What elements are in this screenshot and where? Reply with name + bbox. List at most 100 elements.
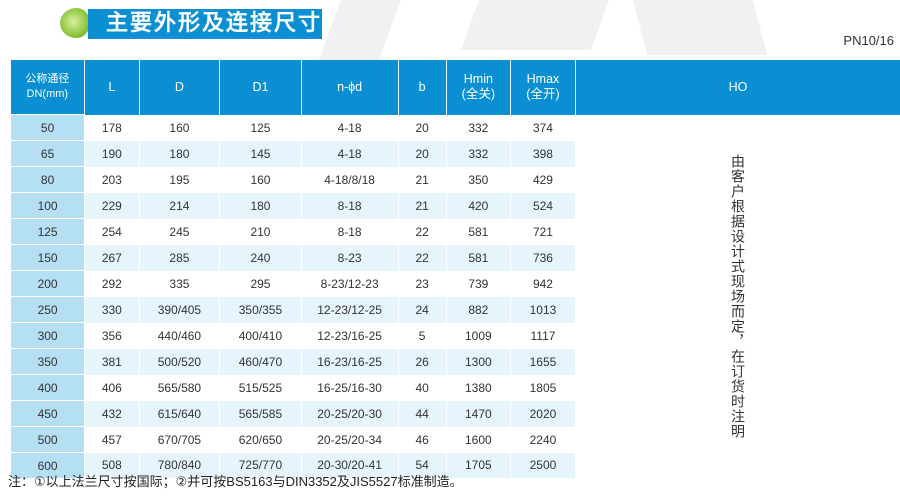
table-row: 150 267 285 240 8-23 22 581 736: [9, 244, 900, 271]
table-row: 600 508 780/840 725/770 20-30/20-41 54 1705 250…: [9, 452, 900, 478]
table-row: 400 406 565/580 515/525 16-25/16-30 40 1380 180…: [9, 374, 900, 401]
table-cell: 581: [445, 244, 511, 271]
table-cell: 46: [397, 426, 447, 453]
table-cell: 245: [138, 218, 220, 245]
watermark: [632, 0, 768, 55]
table-cell: 2240: [510, 426, 576, 453]
table-cell: 581: [445, 218, 511, 245]
table-row: 65 190 180 145 4-18 20 332 398: [9, 140, 900, 167]
table-cell: 145: [219, 140, 302, 167]
table-cell: 432: [84, 400, 140, 427]
table-cell: 12-23/12-25: [300, 296, 399, 323]
table-cell: 160: [138, 114, 220, 141]
table-cell: 285: [138, 244, 220, 271]
table-cell: 267: [84, 244, 140, 271]
table-cell: 725/770: [219, 452, 302, 478]
table-cell: 203: [84, 166, 140, 193]
table-cell: 240: [219, 244, 302, 271]
table-cell: 381: [84, 348, 140, 375]
table-row: 500 457 670/705 620/650 20-25/20-34 46 1600 224…: [9, 426, 900, 453]
table-cell: 515/525: [219, 374, 302, 401]
table-cell: 1470: [445, 400, 511, 427]
table-cell: 21: [397, 192, 447, 219]
table-cell: 23: [397, 270, 447, 297]
table-cell: 180: [219, 192, 302, 219]
table-cell: 356: [84, 322, 140, 349]
table-cell: 2020: [510, 400, 576, 427]
table-cell: 500: [9, 426, 85, 453]
watermark: [460, 0, 610, 50]
table-cell: 295: [219, 270, 302, 297]
table-cell: 1009: [445, 322, 511, 349]
table-cell: 20-30/20-41: [300, 452, 399, 478]
table-cell: 65: [9, 140, 85, 167]
table-cell: 500/520: [138, 348, 220, 375]
section-title: 主要外形及连接尺寸: [88, 9, 322, 39]
table-cell: 16-23/16-25: [300, 348, 399, 375]
table-cell: 400/410: [219, 322, 302, 349]
column-header: 公称通径 DN(mm): [10, 60, 85, 115]
table-cell: 350: [9, 348, 85, 375]
table-cell: 229: [84, 192, 140, 219]
table-cell: 254: [84, 218, 140, 245]
table-cell: 1013: [510, 296, 576, 323]
table-cell: 20: [397, 140, 447, 167]
table-cell: 620/650: [219, 426, 302, 453]
pressure-rating: PN10/16: [843, 33, 894, 48]
table-cell: 332: [445, 140, 511, 167]
table-cell: 160: [219, 166, 302, 193]
table-cell: 406: [84, 374, 140, 401]
table-cell: 8-23/12-23: [300, 270, 399, 297]
table-cell: 420: [445, 192, 511, 219]
table-cell: 54: [397, 452, 447, 478]
column-header: D: [138, 60, 220, 115]
table-cell: 190: [84, 140, 140, 167]
table-cell: 670/705: [138, 426, 220, 453]
table-cell: 600: [9, 452, 85, 478]
column-header: HO: [574, 60, 900, 115]
table-cell: 1705: [445, 452, 511, 478]
table-cell: 22: [397, 218, 447, 245]
table-cell: 5: [397, 322, 447, 349]
table-cell: 330: [84, 296, 140, 323]
table-cell: 44: [397, 400, 447, 427]
table-cell: 8-23: [300, 244, 399, 271]
table-cell: 942: [510, 270, 576, 297]
table-cell: 350/355: [219, 296, 302, 323]
table-cell: 100: [9, 192, 85, 219]
table-cell: 178: [84, 114, 140, 141]
table-cell: 4-18/8/18: [300, 166, 399, 193]
table-cell: 882: [445, 296, 511, 323]
column-header: Hmin (全关): [445, 60, 511, 115]
table-cell: 450: [9, 400, 85, 427]
table-cell: 200: [9, 270, 85, 297]
table-cell: 180: [138, 140, 220, 167]
table-cell: 350: [445, 166, 511, 193]
table-cell: 739: [445, 270, 511, 297]
table-cell: 335: [138, 270, 220, 297]
table-cell: 429: [510, 166, 576, 193]
table-cell: 374: [510, 114, 576, 141]
column-header: n-ϕd: [300, 60, 399, 115]
table-cell: 150: [9, 244, 85, 271]
table-cell: 565/580: [138, 374, 220, 401]
table-cell: 440/460: [138, 322, 220, 349]
table-cell: 26: [397, 348, 447, 375]
table-row: 250 330 390/405 350/355 12-23/12-25 24 882 1013: [9, 296, 900, 323]
table-cell: 20-25/20-34: [300, 426, 399, 453]
column-header: b: [397, 60, 447, 115]
column-header: Hmax (全开): [510, 60, 576, 115]
watermark: [319, 0, 401, 60]
table-cell: 8-18: [300, 218, 399, 245]
dimension-table: 公称通径 DN(mm) L D D1 n-ϕd b Hmin (全关) Hmax (全开) HO…: [9, 60, 900, 478]
table-cell: 16-25/16-30: [300, 374, 399, 401]
table-cell: 508: [84, 452, 140, 478]
table-cell: 565/585: [219, 400, 302, 427]
table-cell: 195: [138, 166, 220, 193]
table-cell: 40: [397, 374, 447, 401]
table-cell: 457: [84, 426, 140, 453]
table-cell: 22: [397, 244, 447, 271]
table-cell: 125: [219, 114, 302, 141]
table-cell: 721: [510, 218, 576, 245]
ho-note: 由客户根据设计式现场而定，在订货时注明: [574, 114, 900, 478]
